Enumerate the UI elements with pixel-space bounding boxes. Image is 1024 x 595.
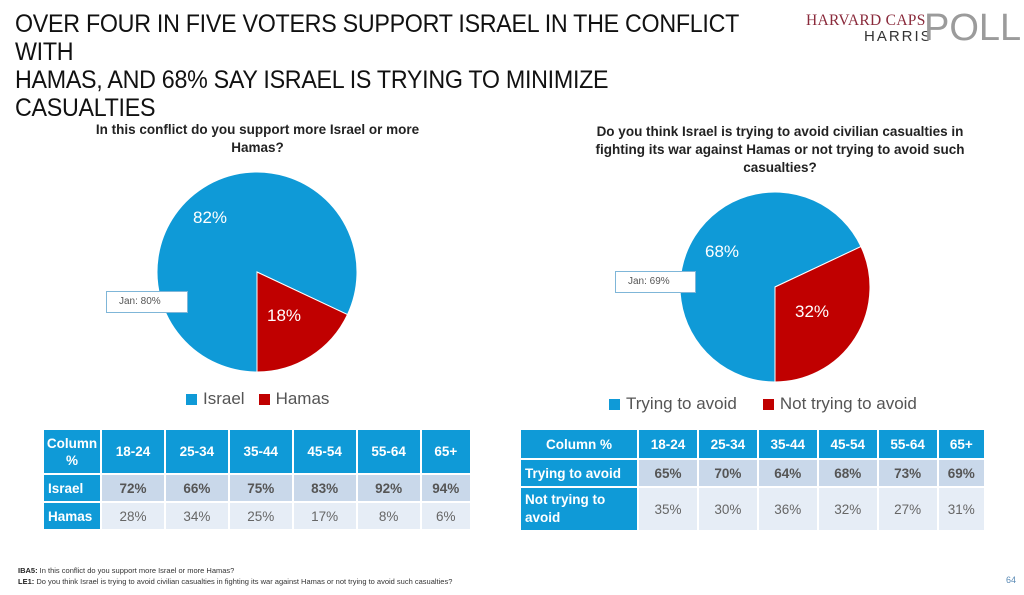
slide-title: OVER FOUR IN FIVE VOTERS SUPPORT ISRAEL … xyxy=(15,10,740,122)
jan-comparison-callout: Jan: 69% xyxy=(615,271,696,293)
table-cell: 72% xyxy=(102,475,164,501)
age-breakdown-table-support: Column% 18-24 25-34 35-44 45-54 55-64 65… xyxy=(42,428,472,531)
table-row-header: Trying to avoid xyxy=(521,460,637,486)
table-header-row: Column% 18-24 25-34 35-44 45-54 55-64 65… xyxy=(44,430,470,473)
table-cell: 68% xyxy=(818,460,877,486)
table-row: Israel 72% 66% 75% 83% 92% 94% xyxy=(44,475,470,501)
table-column-header: 55-64 xyxy=(357,430,420,473)
legend-item-hamas: Hamas xyxy=(258,389,330,409)
table-cell: 83% xyxy=(293,475,356,501)
pie-slice-trying-to-avoid xyxy=(679,191,862,383)
table-cell: 70% xyxy=(698,460,757,486)
harvard-caps-harris-poll-logo: HARVARD CAPS HARRIS POLL xyxy=(806,6,1021,48)
footnote: LE1: Do you think Israel is trying to av… xyxy=(18,577,452,588)
table-cell: 32% xyxy=(818,488,877,530)
pie-data-label: 32% xyxy=(795,302,829,321)
table-cell: 25% xyxy=(229,503,292,529)
pie-data-label: 68% xyxy=(705,242,739,261)
pie-data-label: 82% xyxy=(193,208,227,227)
table-column-header: 35-44 xyxy=(758,430,817,458)
chart-1-question: In this conflict do you support more Isr… xyxy=(95,122,420,155)
table-column-header: 35-44 xyxy=(229,430,292,473)
table-row-header: Hamas xyxy=(44,503,100,529)
table-row-header: Not trying to avoid xyxy=(521,488,637,530)
chart-2-legend: Trying to avoid Not trying to avoid xyxy=(609,394,943,414)
footnote-text: In this conflict do you support more Isr… xyxy=(37,566,235,575)
table-column-header: 18-24 xyxy=(102,430,164,473)
table-row: Not trying to avoid 35% 30% 36% 32% 27% … xyxy=(521,488,984,530)
legend-label: Trying to avoid xyxy=(626,394,737,413)
table-row: Hamas 28% 34% 25% 17% 8% 6% xyxy=(44,503,470,529)
pie-slice-hamas xyxy=(256,271,349,373)
legend-swatch-red xyxy=(258,393,270,405)
table-column-header: 18-24 xyxy=(639,430,697,458)
footnote-code: IBA5: xyxy=(18,566,38,575)
legend-item-not-trying-to-avoid: Not trying to avoid xyxy=(762,394,917,414)
page-number: 64 xyxy=(1006,575,1017,585)
table-column-header: 65+ xyxy=(421,430,470,473)
chart-1-legend: Israel Hamas xyxy=(186,389,343,409)
logo-harvard-caps: HARVARD CAPS xyxy=(806,12,926,29)
logo-poll: POLL xyxy=(924,7,1022,49)
table-column-header: 25-34 xyxy=(165,430,228,473)
table-cell: 34% xyxy=(165,503,228,529)
legend-item-israel: Israel xyxy=(186,389,245,409)
table-cell: 31% xyxy=(938,488,984,530)
table-row: Trying to avoid 65% 70% 64% 68% 73% 69% xyxy=(521,460,984,486)
table-header-row: Column % 18-24 25-34 35-44 45-54 55-64 6… xyxy=(521,430,984,458)
footnote: IBA5: In this conflict do you support mo… xyxy=(18,566,452,577)
table-cell: 27% xyxy=(878,488,937,530)
logo-harris: HARRIS xyxy=(864,28,933,45)
table-column-header: 45-54 xyxy=(818,430,877,458)
table-cell: 35% xyxy=(639,488,697,530)
table-cell: 65% xyxy=(639,460,697,486)
chart-2-question: Do you think Israel is trying to avoid c… xyxy=(595,124,965,175)
pie-slice-not-trying-to-avoid xyxy=(774,245,871,383)
table-cell: 6% xyxy=(421,503,470,529)
table-cell: 36% xyxy=(758,488,817,530)
table-cell: 64% xyxy=(758,460,817,486)
table-cell: 8% xyxy=(357,503,420,529)
table-corner-header: Column % xyxy=(521,430,637,458)
jan-comparison-callout: Jan: 80% xyxy=(106,291,188,313)
footnote-code: LE1: xyxy=(18,576,35,586)
pie-data-label: 18% xyxy=(267,306,301,325)
age-breakdown-table-casualties: Column % 18-24 25-34 35-44 45-54 55-64 6… xyxy=(519,428,986,532)
table-cell: 92% xyxy=(357,475,420,501)
table-column-header: 55-64 xyxy=(878,430,937,458)
legend-swatch-red xyxy=(762,398,774,410)
legend-item-trying-to-avoid: Trying to avoid xyxy=(609,394,737,414)
table-cell: 30% xyxy=(698,488,757,530)
table-cell: 28% xyxy=(102,503,164,529)
table-corner-header: Column% xyxy=(44,430,100,473)
legend-label: Not trying to avoid xyxy=(779,394,917,413)
table-row-header: Israel xyxy=(44,475,100,501)
pie-chart-casualties: 68% 32% xyxy=(679,191,871,383)
slide-title-line-2: HAMAS, AND 68% SAY ISRAEL IS TRYING TO M… xyxy=(15,66,609,122)
table-column-header: 45-54 xyxy=(293,430,356,473)
table-cell: 75% xyxy=(229,475,292,501)
table-cell: 17% xyxy=(293,503,356,529)
legend-swatch-blue xyxy=(609,398,620,410)
footnote-text: Do you think Israel is trying to avoid c… xyxy=(34,576,453,586)
table-cell: 94% xyxy=(421,475,470,501)
slide-title-line-1: OVER FOUR IN FIVE VOTERS SUPPORT ISRAEL … xyxy=(15,10,739,66)
table-column-header: 65+ xyxy=(938,430,984,458)
pie-chart-support: 82% 18% xyxy=(156,171,358,373)
table-cell: 69% xyxy=(938,460,984,486)
table-column-header: 25-34 xyxy=(698,430,757,458)
legend-swatch-blue xyxy=(186,393,197,405)
legend-label: Israel xyxy=(203,389,245,408)
table-cell: 73% xyxy=(878,460,937,486)
table-cell: 66% xyxy=(165,475,228,501)
footnotes: IBA5: In this conflict do you support mo… xyxy=(18,566,452,587)
legend-label: Hamas xyxy=(275,389,330,408)
